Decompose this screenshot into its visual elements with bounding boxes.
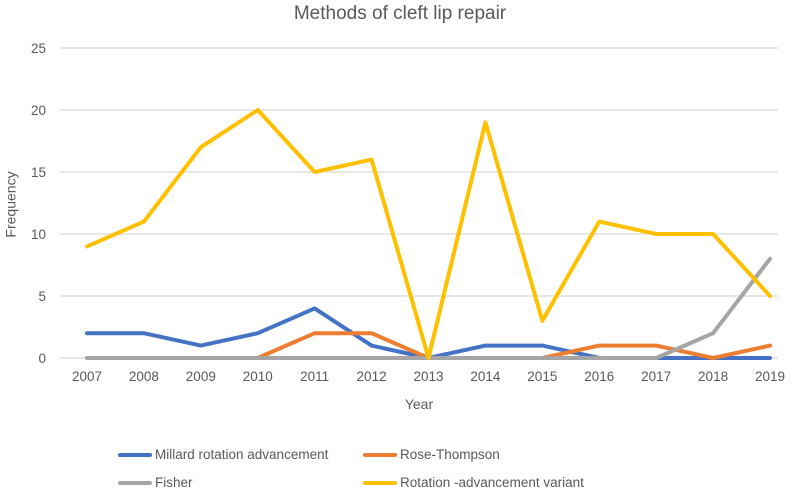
legend: Millard rotation advancement Rose-Thomps… bbox=[118, 446, 718, 491]
x-tick-label: 2014 bbox=[470, 369, 501, 384]
legend-label-millard: Millard rotation advancement bbox=[155, 447, 329, 462]
x-tick-label: 2010 bbox=[243, 369, 273, 384]
y-tick-label: 5 bbox=[38, 289, 46, 304]
chart-title: Methods of cleft lip repair bbox=[293, 3, 507, 24]
legend-label-rose-thompson: Rose-Thompson bbox=[400, 447, 500, 462]
x-tick-label: 2017 bbox=[641, 369, 671, 384]
legend-item-fisher: Fisher bbox=[118, 474, 363, 491]
x-tick-label: 2012 bbox=[357, 369, 387, 384]
y-tick-label: 0 bbox=[38, 351, 46, 366]
x-tick-label: 2019 bbox=[755, 369, 785, 384]
y-tick-label: 20 bbox=[31, 103, 46, 118]
legend-swatch-fisher bbox=[118, 480, 152, 485]
y-tick-label: 10 bbox=[31, 227, 46, 242]
x-tick-label: 2009 bbox=[186, 369, 216, 384]
x-tick-label: 2011 bbox=[300, 369, 329, 384]
series-line-rotation-advancement-variant bbox=[85, 108, 772, 360]
x-tick-label: 2016 bbox=[584, 369, 614, 384]
x-tick-label: 2018 bbox=[698, 369, 728, 384]
legend-swatch-rotation-variant bbox=[363, 480, 397, 485]
legend-item-rotation-variant: Rotation -advancement variant bbox=[363, 474, 718, 491]
legend-swatch-millard bbox=[118, 452, 152, 457]
legend-swatch-rose-thompson bbox=[363, 452, 397, 457]
x-tick-label: 2007 bbox=[72, 369, 102, 384]
x-tick-label: 2008 bbox=[129, 369, 159, 384]
y-tick-label: 15 bbox=[31, 165, 46, 180]
legend-item-rose-thompson: Rose-Thompson bbox=[363, 446, 718, 463]
legend-label-rotation-variant: Rotation -advancement variant bbox=[400, 475, 584, 490]
legend-label-fisher: Fisher bbox=[155, 475, 193, 490]
x-axis-title: Year bbox=[404, 396, 434, 412]
plot-area: 0 5 10 15 20 25 2007 2008 2009 2010 2011 2012 2013 20… bbox=[31, 41, 785, 384]
y-tick-label: 25 bbox=[31, 41, 46, 56]
legend-item-millard: Millard rotation advancement bbox=[118, 446, 363, 463]
x-tick-label: 2015 bbox=[527, 369, 557, 384]
x-tick-label: 2013 bbox=[413, 369, 443, 384]
